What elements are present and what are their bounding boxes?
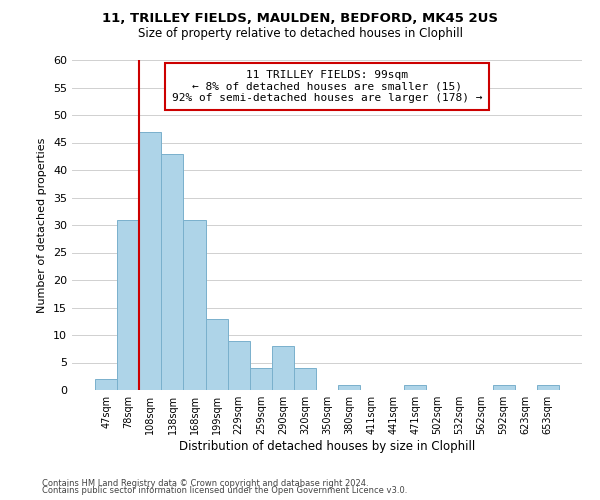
Bar xyxy=(139,132,161,390)
Bar xyxy=(184,220,206,390)
Text: 11 TRILLEY FIELDS: 99sqm
← 8% of detached houses are smaller (15)
92% of semi-de: 11 TRILLEY FIELDS: 99sqm ← 8% of detache… xyxy=(172,70,482,103)
Bar xyxy=(272,346,294,390)
Text: 11, TRILLEY FIELDS, MAULDEN, BEDFORD, MK45 2US: 11, TRILLEY FIELDS, MAULDEN, BEDFORD, MK… xyxy=(102,12,498,26)
Y-axis label: Number of detached properties: Number of detached properties xyxy=(37,138,47,312)
X-axis label: Distribution of detached houses by size in Clophill: Distribution of detached houses by size … xyxy=(179,440,475,453)
Bar xyxy=(227,340,250,390)
Text: Contains HM Land Registry data © Crown copyright and database right 2024.: Contains HM Land Registry data © Crown c… xyxy=(42,478,368,488)
Bar xyxy=(294,368,316,390)
Bar xyxy=(338,384,360,390)
Text: Size of property relative to detached houses in Clophill: Size of property relative to detached ho… xyxy=(137,28,463,40)
Bar xyxy=(493,384,515,390)
Bar xyxy=(404,384,427,390)
Bar xyxy=(206,318,227,390)
Bar xyxy=(161,154,184,390)
Bar xyxy=(117,220,139,390)
Text: Contains public sector information licensed under the Open Government Licence v3: Contains public sector information licen… xyxy=(42,486,407,495)
Bar xyxy=(537,384,559,390)
Bar xyxy=(250,368,272,390)
Bar xyxy=(95,379,117,390)
